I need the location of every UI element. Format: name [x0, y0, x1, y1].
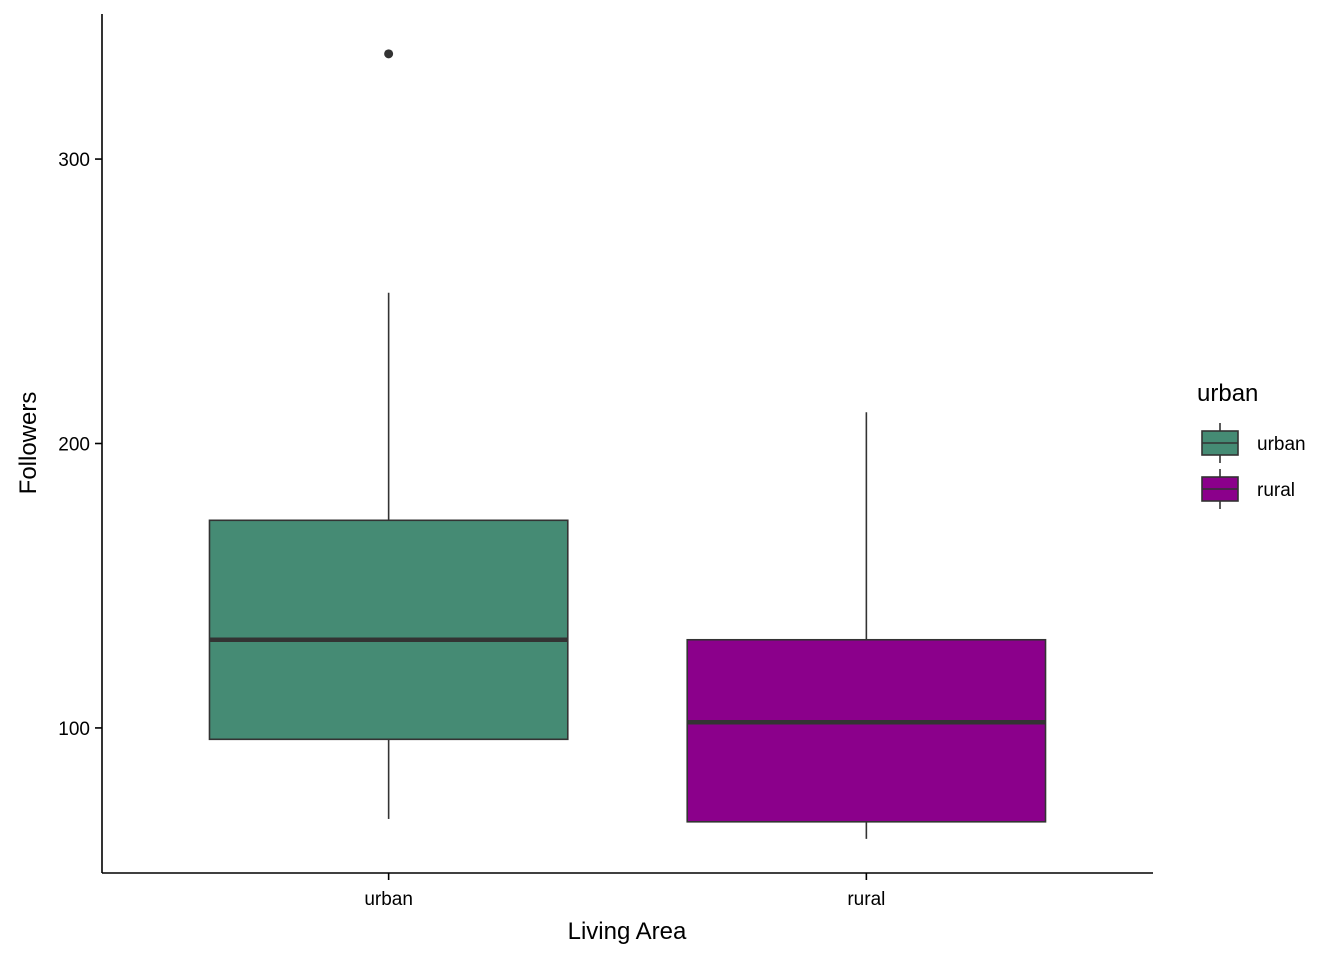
legend-label: rural: [1257, 480, 1295, 501]
box-urban: [208, 49, 569, 819]
outlier-point-urban: [384, 49, 394, 59]
y-axis-title: Followers: [15, 392, 42, 495]
x-axis-title: Living Area: [568, 918, 687, 945]
iqr-box-urban: [208, 519, 569, 741]
legend-title: urban: [1197, 380, 1258, 407]
y-tick-label: 100: [58, 719, 90, 740]
iqr-box-rural: [686, 638, 1047, 823]
legend: urban urban rural: [1197, 380, 1306, 509]
x-tick-label: urban: [364, 889, 413, 910]
plot-area: [208, 49, 1047, 839]
box-rural: [686, 412, 1047, 839]
y-tick-label: 300: [58, 150, 90, 171]
y-ticks: 100 200 300: [58, 150, 102, 740]
legend-entry-rural: rural: [1201, 469, 1295, 509]
x-ticks: urban rural: [364, 873, 885, 910]
x-tick-label: rural: [847, 889, 885, 910]
legend-entry-urban: urban: [1201, 423, 1306, 463]
legend-label: urban: [1257, 434, 1306, 455]
y-tick-label: 200: [58, 435, 90, 456]
